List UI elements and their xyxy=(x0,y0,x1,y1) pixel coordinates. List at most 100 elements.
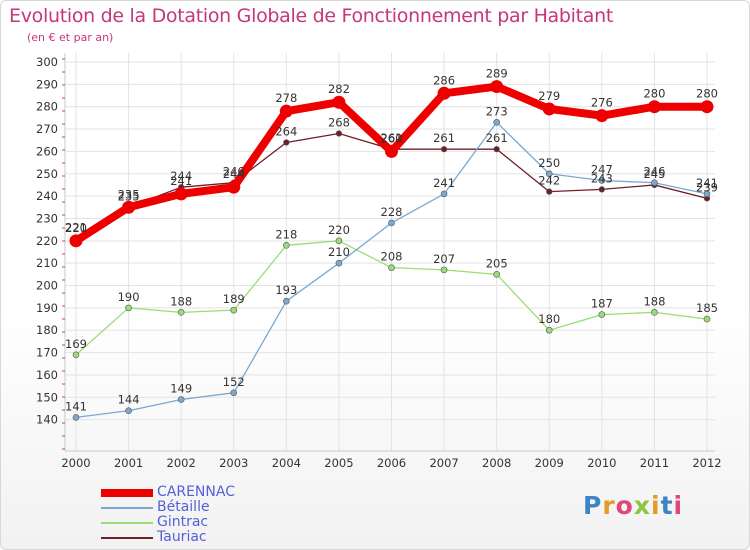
data-label-btaille: 141 xyxy=(65,399,87,413)
y-tick-label: 170 xyxy=(36,346,58,360)
y-tick-label: 260 xyxy=(36,144,58,158)
data-label-carennac: 280 xyxy=(643,87,665,101)
data-point-gintrac xyxy=(545,326,553,334)
y-tick-label: 150 xyxy=(36,390,58,404)
x-tick-label: 2012 xyxy=(692,456,721,470)
data-label-carennac: 220 xyxy=(65,221,87,235)
data-point-btaille xyxy=(493,119,500,126)
data-label-btaille: 210 xyxy=(328,245,350,259)
data-point-gintrac xyxy=(598,311,606,318)
data-label-gintrac: 188 xyxy=(170,294,192,308)
x-tick-label: 2008 xyxy=(482,456,511,470)
data-point-gintrac xyxy=(440,266,448,274)
data-point-btaille xyxy=(440,190,448,198)
data-point-btaille xyxy=(283,297,290,305)
series-lines xyxy=(69,80,714,421)
data-label-btaille: 273 xyxy=(486,104,508,118)
data-label-btaille: 152 xyxy=(223,375,245,389)
data-point-carennac xyxy=(332,95,346,109)
y-tick-label: 270 xyxy=(36,122,58,136)
chart-title: Evolution de la Dotation Globale de Fonc… xyxy=(9,5,614,27)
axes: 1401501601701801902002102202302402502602… xyxy=(36,53,722,470)
data-label-gintrac: 180 xyxy=(538,312,560,326)
data-point-btaille xyxy=(651,179,658,187)
data-label-gintrac: 208 xyxy=(381,250,403,264)
data-label-tauriac: 261 xyxy=(381,131,403,145)
data-point-carennac xyxy=(227,180,241,194)
data-point-gintrac xyxy=(177,309,185,316)
data-label-btaille: 149 xyxy=(170,382,192,396)
y-tick-label: 210 xyxy=(36,256,58,270)
data-label-btaille: 241 xyxy=(433,176,455,190)
data-point-tauriac xyxy=(598,186,605,193)
y-tick-label: 290 xyxy=(36,77,58,91)
data-label-gintrac: 185 xyxy=(696,301,718,315)
x-tick-label: 2005 xyxy=(324,456,353,470)
data-label-tauriac: 264 xyxy=(275,124,297,138)
data-label-btaille: 247 xyxy=(591,162,613,176)
data-point-gintrac xyxy=(493,271,500,278)
data-point-btaille xyxy=(230,389,238,397)
data-label-gintrac: 205 xyxy=(486,256,508,270)
data-point-btaille xyxy=(335,259,343,267)
data-label-carennac: 260 xyxy=(381,131,403,145)
legend-swatch-carennac xyxy=(101,489,153,497)
y-tick-label: 230 xyxy=(36,211,58,225)
data-label-tauriac: 246 xyxy=(223,165,245,179)
y-tick-label: 240 xyxy=(36,189,58,203)
y-tick-label: 140 xyxy=(36,413,58,427)
y-tick-label: 300 xyxy=(36,55,58,69)
x-tick-label: 2009 xyxy=(535,456,564,470)
y-tick-label: 160 xyxy=(36,368,58,382)
data-point-gintrac xyxy=(125,304,132,312)
x-tick-label: 2003 xyxy=(219,456,248,470)
y-tick-label: 250 xyxy=(36,167,58,181)
data-label-tauriac: 261 xyxy=(433,131,455,145)
data-point-btaille xyxy=(177,396,185,403)
data-label-tauriac: 244 xyxy=(170,169,192,183)
data-point-gintrac xyxy=(335,237,343,245)
x-tick-label: 2010 xyxy=(587,456,616,470)
data-point-btaille xyxy=(703,190,711,198)
legend-label-btaille: Bétaille xyxy=(157,499,210,515)
x-tick-label: 2011 xyxy=(640,456,669,470)
data-label-btaille: 241 xyxy=(696,176,718,190)
data-label-carennac: 282 xyxy=(328,82,350,96)
proxiti-logo: Proxiti xyxy=(583,491,684,520)
y-tick-label: 190 xyxy=(36,301,58,315)
data-label-btaille: 144 xyxy=(118,393,140,407)
data-label-tauriac: 221 xyxy=(65,221,87,235)
data-label-carennac: 279 xyxy=(538,89,560,103)
data-label-carennac: 286 xyxy=(433,73,455,87)
x-tick-label: 2004 xyxy=(272,456,301,470)
y-tick-label: 200 xyxy=(36,279,58,293)
data-point-carennac xyxy=(490,80,504,94)
x-tick-label: 2007 xyxy=(429,456,458,470)
data-label-btaille: 193 xyxy=(275,283,297,297)
legend-label-carennac: CARENNAC xyxy=(157,484,235,500)
data-label-gintrac: 189 xyxy=(223,292,245,306)
data-label-gintrac: 188 xyxy=(643,294,665,308)
data-label-tauriac: 245 xyxy=(643,167,665,181)
legend-swatch-tauriac xyxy=(101,537,153,539)
data-label-gintrac: 169 xyxy=(65,337,87,351)
data-point-gintrac xyxy=(388,264,395,271)
data-label-carennac: 280 xyxy=(696,87,718,101)
data-point-btaille xyxy=(598,177,606,184)
data-label-tauriac: 268 xyxy=(328,116,350,130)
y-tick-label: 220 xyxy=(36,234,58,248)
data-label-carennac: 289 xyxy=(486,67,508,81)
data-label-carennac: 276 xyxy=(591,96,613,110)
data-point-btaille xyxy=(125,407,132,415)
data-label-btaille: 228 xyxy=(381,205,403,219)
data-point-tauriac xyxy=(493,146,500,153)
data-label-gintrac: 220 xyxy=(328,223,350,237)
data-label-tauriac: 242 xyxy=(538,174,560,188)
data-point-btaille xyxy=(545,170,553,178)
data-label-tauriac: 239 xyxy=(696,180,718,194)
data-label-btaille: 250 xyxy=(538,156,560,170)
data-point-tauriac xyxy=(283,139,290,146)
data-point-gintrac xyxy=(703,315,711,323)
